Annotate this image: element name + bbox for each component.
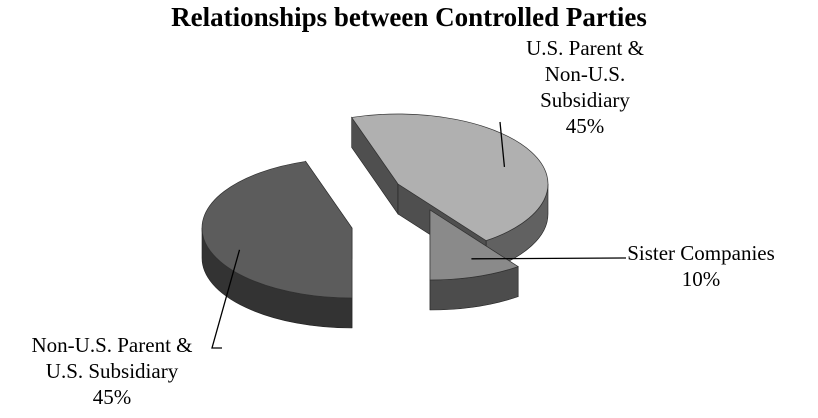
- slice-label-line: Subsidiary: [540, 88, 630, 112]
- chart-title: Relationships between Controlled Parties: [171, 2, 647, 32]
- leader-line: [211, 249, 241, 349]
- slice-top-0: [351, 113, 549, 242]
- slice-top-1: [429, 209, 519, 281]
- slice-percent: 45%: [93, 385, 132, 409]
- slice-label-line: Non-U.S. Parent &: [32, 333, 193, 357]
- slice-label-line: U.S. Subsidiary: [46, 359, 179, 383]
- slice-label: Non-U.S. Parent & U.S. Subsidiary 45%: [32, 333, 193, 409]
- pie-slice: [201, 160, 353, 329]
- slice-top-2: [201, 161, 353, 299]
- leader-line: [471, 257, 626, 260]
- slice-labels: U.S. Parent & Non-U.S. Subsidiary 45%Sister…: [32, 36, 775, 409]
- slice-label: Sister Companies 10%: [627, 241, 775, 291]
- slice-label: U.S. Parent & Non-U.S. Subsidiary 45%: [526, 36, 644, 138]
- pie-slice: [429, 209, 519, 311]
- slice-label-line: Sister Companies: [627, 241, 775, 265]
- leader-lines: [211, 121, 626, 349]
- slice-percent: 10%: [682, 267, 721, 291]
- slice-label-line: Non-U.S.: [545, 62, 626, 86]
- pie-slices: [201, 113, 549, 329]
- leader-line: [499, 121, 506, 168]
- slice-label-line: U.S. Parent &: [526, 36, 644, 60]
- slice-percent: 45%: [566, 114, 605, 138]
